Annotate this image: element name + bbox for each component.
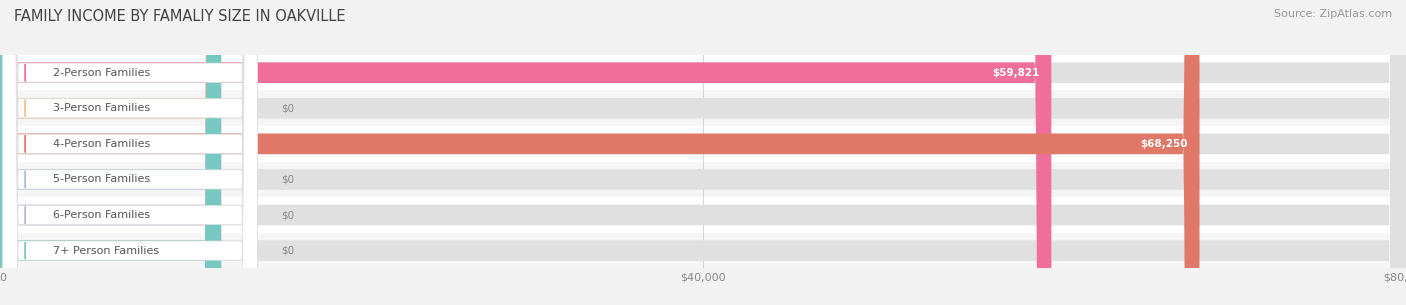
FancyBboxPatch shape [0,0,221,305]
Text: 2-Person Families: 2-Person Families [53,68,150,78]
FancyBboxPatch shape [0,0,221,305]
Text: $0: $0 [281,174,294,185]
FancyBboxPatch shape [3,0,257,305]
FancyBboxPatch shape [3,0,257,305]
Text: FAMILY INCOME BY FAMALIY SIZE IN OAKVILLE: FAMILY INCOME BY FAMALIY SIZE IN OAKVILL… [14,9,346,24]
FancyBboxPatch shape [3,0,257,305]
FancyBboxPatch shape [3,0,257,305]
Bar [0,162,1406,197]
FancyBboxPatch shape [0,0,221,305]
Text: 6-Person Families: 6-Person Families [53,210,150,220]
Text: $59,821: $59,821 [993,68,1040,78]
Text: 4-Person Families: 4-Person Families [53,139,150,149]
FancyBboxPatch shape [0,0,1199,305]
Bar [0,55,1406,91]
Text: 3-Person Families: 3-Person Families [53,103,150,113]
Text: $0: $0 [281,210,294,220]
Bar [0,233,1406,268]
Text: $0: $0 [281,103,294,113]
Text: 7+ Person Families: 7+ Person Families [53,246,159,256]
Text: $0: $0 [281,246,294,256]
FancyBboxPatch shape [0,0,1052,305]
Bar [0,197,1406,233]
Text: 5-Person Families: 5-Person Families [53,174,150,185]
Bar [0,91,1406,126]
Text: Source: ZipAtlas.com: Source: ZipAtlas.com [1274,9,1392,19]
Bar [0,126,1406,162]
Text: $68,250: $68,250 [1140,139,1188,149]
FancyBboxPatch shape [3,0,257,305]
FancyBboxPatch shape [0,0,221,305]
FancyBboxPatch shape [3,0,257,305]
